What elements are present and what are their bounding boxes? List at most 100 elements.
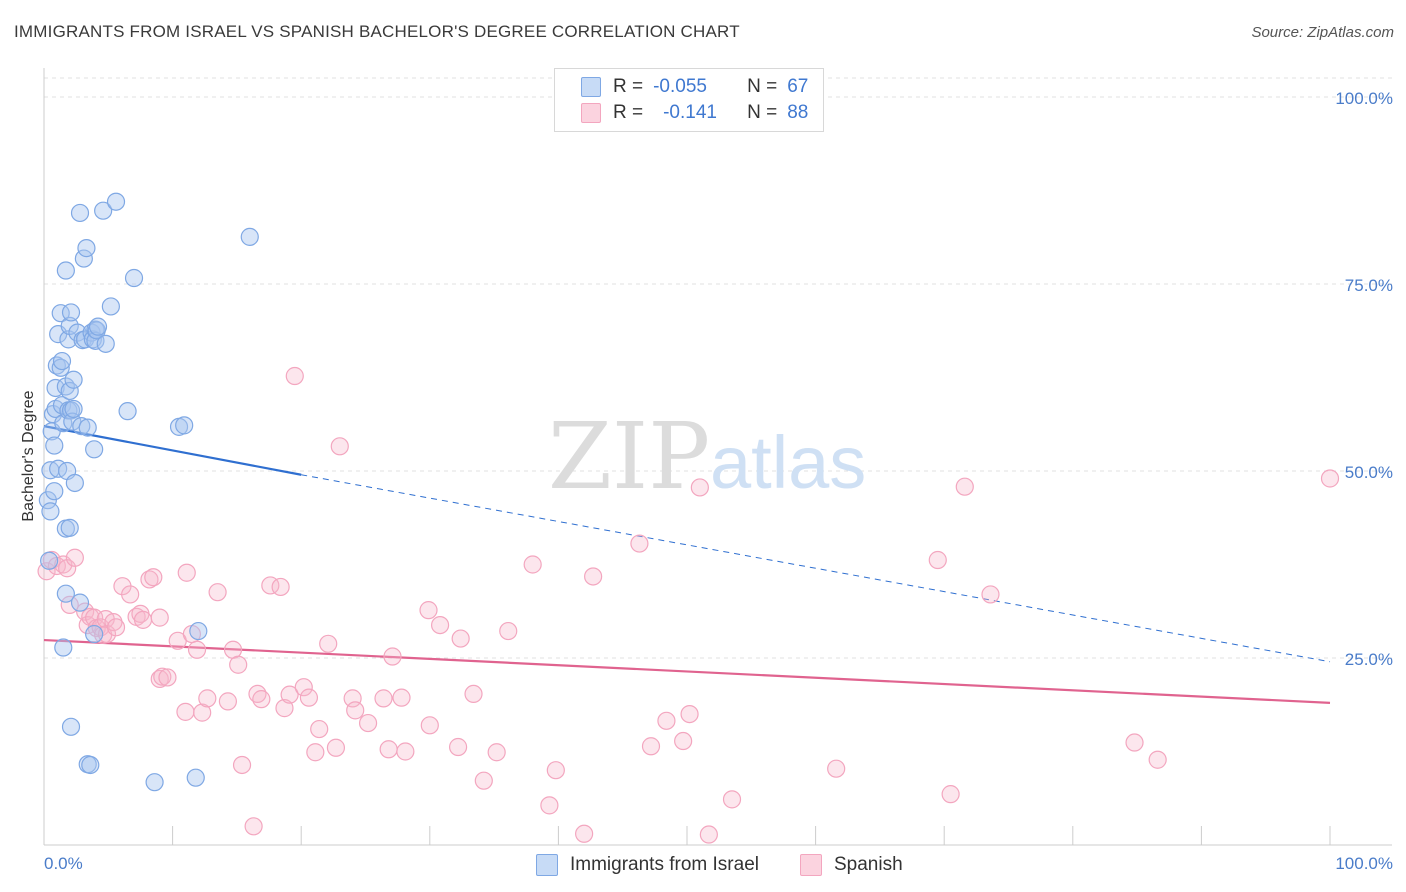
point-spanish (271, 577, 290, 597)
point-spanish (37, 562, 56, 581)
point-spanish (584, 567, 603, 586)
bottom-legend-label-israel: Immigrants from Israel (570, 854, 759, 875)
point-spanish (1125, 733, 1144, 752)
point-israel (56, 261, 75, 280)
point-israel (240, 227, 259, 246)
bottom-legend-israel: Immigrants from Israel (536, 852, 759, 878)
point-spanish (150, 669, 169, 689)
bottom-legend-label-spanish: Spanish (834, 854, 903, 875)
chart-title: IMMIGRANTS FROM ISRAEL VS SPANISH BACHEL… (14, 22, 740, 41)
point-spanish (981, 585, 1000, 604)
point-spanish (285, 366, 304, 386)
point-spanish (448, 737, 468, 757)
point-spanish (523, 555, 542, 574)
trend-line-israel (43, 425, 302, 476)
point-spanish (193, 703, 212, 722)
grid-lines (44, 77, 1392, 659)
point-spanish (306, 743, 325, 762)
legend-r-label: R = (613, 102, 644, 123)
point-israel (186, 768, 205, 787)
point-spanish (232, 755, 252, 775)
point-spanish (294, 678, 313, 697)
y-tick-label: 50.0% (1345, 463, 1393, 482)
legend-n-label: N = (747, 76, 778, 97)
point-spanish (106, 618, 126, 637)
point-israel (38, 491, 57, 510)
point-israel (65, 473, 84, 493)
data-points (37, 192, 1340, 844)
point-spanish (176, 702, 195, 721)
point-spanish (310, 719, 329, 739)
point-israel (72, 417, 91, 436)
point-israel (64, 399, 83, 419)
watermark-atlas: atlas (710, 421, 866, 504)
point-spanish (358, 713, 378, 733)
point-spanish (630, 534, 649, 553)
point-israel (64, 370, 83, 389)
point-spanish (65, 548, 84, 567)
point-israel (96, 334, 115, 353)
point-spanish (280, 685, 299, 704)
source-label: Source: ZipAtlas.com (1251, 24, 1394, 41)
y-tick-label: 75.0% (1345, 276, 1393, 295)
point-spanish (244, 817, 263, 836)
point-spanish (326, 738, 346, 757)
x-tick-label: 100.0% (1335, 854, 1393, 873)
point-spanish (657, 711, 676, 730)
point-israel (40, 551, 59, 570)
point-spanish (392, 688, 411, 707)
point-spanish (690, 478, 709, 497)
legend-r-value: -0.141 (663, 102, 717, 123)
point-spanish (1148, 750, 1167, 769)
point-spanish (150, 608, 169, 627)
point-israel (41, 502, 60, 521)
point-spanish (319, 634, 338, 653)
point-israel (51, 304, 70, 323)
point-spanish (379, 740, 398, 759)
point-israel (124, 268, 144, 288)
y-axis-label: Bachelor's Degree (20, 390, 37, 521)
point-israel (61, 717, 81, 736)
point-spanish (299, 688, 319, 707)
point-spanish (827, 759, 846, 778)
bottom-legend-swatch-israel (536, 854, 558, 876)
point-israel (85, 624, 104, 644)
legend-n-value: 67 (787, 76, 809, 97)
watermark: ZIP atlas (548, 403, 866, 510)
point-spanish (383, 647, 402, 666)
point-spanish (955, 477, 974, 496)
bottom-legend-swatch-spanish (800, 854, 822, 876)
point-israel (74, 249, 93, 268)
point-spanish (674, 731, 693, 751)
point-spanish (487, 743, 506, 762)
point-israel (70, 203, 90, 223)
point-israel (81, 755, 100, 775)
trend-line-spanish (43, 638, 1331, 704)
point-israel (175, 416, 194, 435)
point-israel (52, 351, 72, 371)
point-spanish (540, 796, 559, 815)
point-spanish (641, 737, 661, 756)
point-spanish (575, 824, 594, 843)
point-spanish (198, 689, 217, 708)
point-israel (145, 773, 164, 792)
point-spanish (699, 825, 718, 844)
trend-lines (43, 425, 1331, 704)
point-spanish (374, 689, 393, 708)
axes (43, 68, 1392, 846)
legend-r-label: R = (613, 76, 644, 97)
point-israel (60, 381, 79, 401)
point-spanish (474, 771, 493, 790)
point-spanish (420, 716, 439, 735)
point-spanish (275, 699, 294, 718)
point-israel (56, 584, 75, 603)
point-israel (85, 440, 104, 459)
point-israel (88, 317, 108, 336)
point-spanish (133, 610, 153, 629)
point-israel (54, 638, 73, 657)
point-spanish (187, 640, 207, 659)
point-israel (77, 238, 96, 258)
point-israel (78, 418, 97, 437)
point-israel (118, 402, 137, 421)
point-spanish (252, 690, 271, 709)
